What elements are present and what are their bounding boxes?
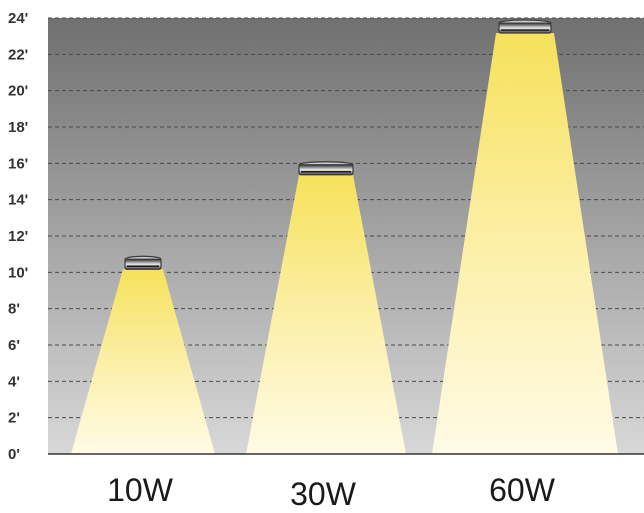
y-tick-label: 20': [8, 83, 28, 100]
y-tick-label: 12': [8, 228, 28, 245]
light-fixture-icon: [124, 255, 162, 270]
light-fixtures: [124, 19, 552, 270]
wattage-label: 60W: [489, 472, 556, 508]
light-fixture-icon: [298, 161, 354, 176]
wattage-label: 10W: [107, 472, 174, 508]
light-beam: [432, 33, 618, 454]
y-tick-label: 10': [8, 264, 28, 281]
y-tick-label: 2': [8, 410, 20, 427]
y-tick-label: 6': [8, 337, 20, 354]
light-beams: [71, 33, 618, 455]
y-tick-label: 22': [8, 46, 28, 63]
y-tick-label: 24': [8, 10, 28, 27]
light-beam: [71, 269, 215, 454]
wattage-labels: 10W 30W 60W: [107, 472, 556, 512]
y-tick-label: 0': [8, 446, 20, 463]
light-beam: [246, 174, 406, 455]
y-tick-label: 4': [8, 373, 20, 390]
y-tick-label: 8': [8, 301, 20, 318]
light-fixture-icon: [498, 19, 552, 34]
wattage-label: 30W: [290, 476, 357, 512]
y-axis-tick-labels: 0' 2' 4' 6' 8' 10' 12' 14' 16' 18' 20' 22' 24': [8, 10, 28, 463]
y-tick-label: 18': [8, 119, 28, 136]
y-tick-label: 16': [8, 155, 28, 172]
y-tick-label: 14': [8, 192, 28, 209]
